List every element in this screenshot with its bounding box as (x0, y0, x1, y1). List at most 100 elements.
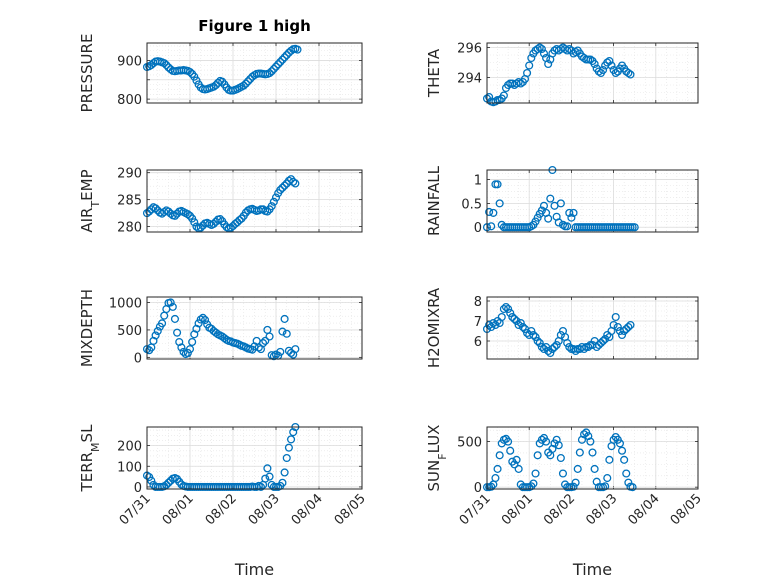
data-point (556, 330, 565, 340)
axes-box (146, 296, 363, 360)
data-point (491, 97, 500, 106)
data-point (267, 67, 276, 76)
data-point (239, 81, 248, 90)
y-tick-label: 0 (474, 221, 482, 236)
data-point (580, 344, 589, 354)
data-point (565, 342, 574, 352)
x-tick-label: 08/04 (626, 491, 663, 528)
subplot-7: 0 100 200 07/31 08/01 08/02 08/03 08/04 08/05 TER… (78, 422, 369, 579)
x-tick-label: 08/01 (499, 491, 536, 528)
subplot-4: 0 0.5 1 RAINFALL (425, 165, 699, 236)
data-point (548, 344, 557, 354)
data-point (289, 428, 298, 437)
data-point (537, 44, 546, 54)
data-point (611, 312, 620, 322)
data-point (529, 330, 538, 340)
subplot-3: 280 285 290 AIRTEMP (78, 167, 363, 236)
y-axis-label: AIRTEMP (78, 169, 102, 232)
data-point (598, 336, 608, 346)
data-point (504, 304, 513, 314)
data-point (508, 312, 517, 322)
data-point (278, 183, 287, 192)
data-point (565, 44, 574, 54)
data-point (571, 478, 580, 487)
data-point (183, 210, 192, 219)
data-point (539, 201, 549, 210)
data-point (282, 329, 291, 338)
data-series (142, 298, 300, 361)
data-point (493, 180, 502, 189)
data-point (256, 482, 266, 491)
data-point (286, 435, 296, 444)
data-point (533, 451, 542, 460)
data-point (554, 441, 563, 450)
y-axis-label: H2OMIXRA (425, 287, 443, 368)
data-point (527, 222, 536, 231)
data-point (615, 439, 624, 448)
data-point (542, 437, 551, 446)
data-point (278, 327, 287, 336)
data-point (510, 460, 519, 469)
data-point (145, 207, 154, 216)
data-point (512, 316, 521, 326)
y-tick-label: 0 (134, 351, 142, 366)
data-point (533, 336, 542, 346)
data-point (592, 342, 601, 352)
data-point (628, 483, 637, 492)
data-point (516, 79, 525, 88)
data-point (575, 448, 584, 457)
y-axis-label: TERRMSL (78, 424, 102, 493)
data-point (495, 451, 504, 460)
data-point (546, 194, 555, 203)
data-point (620, 455, 629, 464)
data-point (590, 464, 599, 473)
data-point (291, 179, 300, 188)
data-point (499, 304, 508, 314)
data-point (603, 330, 612, 340)
y-tick-label: 6 (474, 335, 482, 350)
data-point (487, 222, 496, 231)
x-tick-label: 08/05 (668, 491, 705, 528)
subplot-2: 294 296 THETA (425, 42, 699, 107)
data-point (544, 346, 553, 356)
data-point (188, 337, 197, 347)
data-series (482, 43, 635, 107)
data-point (493, 464, 502, 473)
data-point (274, 60, 283, 69)
data-point (267, 202, 276, 211)
data-point (605, 455, 614, 464)
y-tick-label: 8 (474, 295, 482, 310)
data-point (527, 53, 536, 63)
data-point (241, 79, 250, 88)
data-point (244, 77, 253, 86)
y-tick-label: 100 (117, 460, 142, 475)
data-point (518, 322, 527, 332)
data-point (495, 199, 504, 208)
data-point (190, 218, 199, 227)
chart-title: Figure 1 high (198, 17, 311, 35)
data-point (598, 65, 608, 75)
data-point (271, 62, 281, 71)
data-point (605, 56, 614, 66)
data-point (265, 332, 274, 341)
data-point (573, 464, 582, 473)
data-point (235, 216, 244, 225)
data-point (170, 314, 180, 323)
data-point (151, 204, 160, 213)
data-point (539, 49, 549, 58)
x-tick-label: 08/04 (289, 491, 326, 528)
data-point (151, 331, 160, 340)
data-point (624, 478, 633, 487)
subplot-1: 800 900 PRESSURE Figure 1 high (78, 17, 363, 112)
data-point (554, 218, 563, 227)
data-point (537, 342, 546, 352)
data-point (565, 208, 574, 217)
axes-box (486, 296, 699, 360)
data-point (166, 298, 175, 307)
x-tick-label: 08/02 (203, 491, 240, 528)
data-point (173, 328, 182, 337)
data-series (482, 302, 635, 358)
data-point (603, 474, 612, 483)
data-point (594, 67, 603, 76)
